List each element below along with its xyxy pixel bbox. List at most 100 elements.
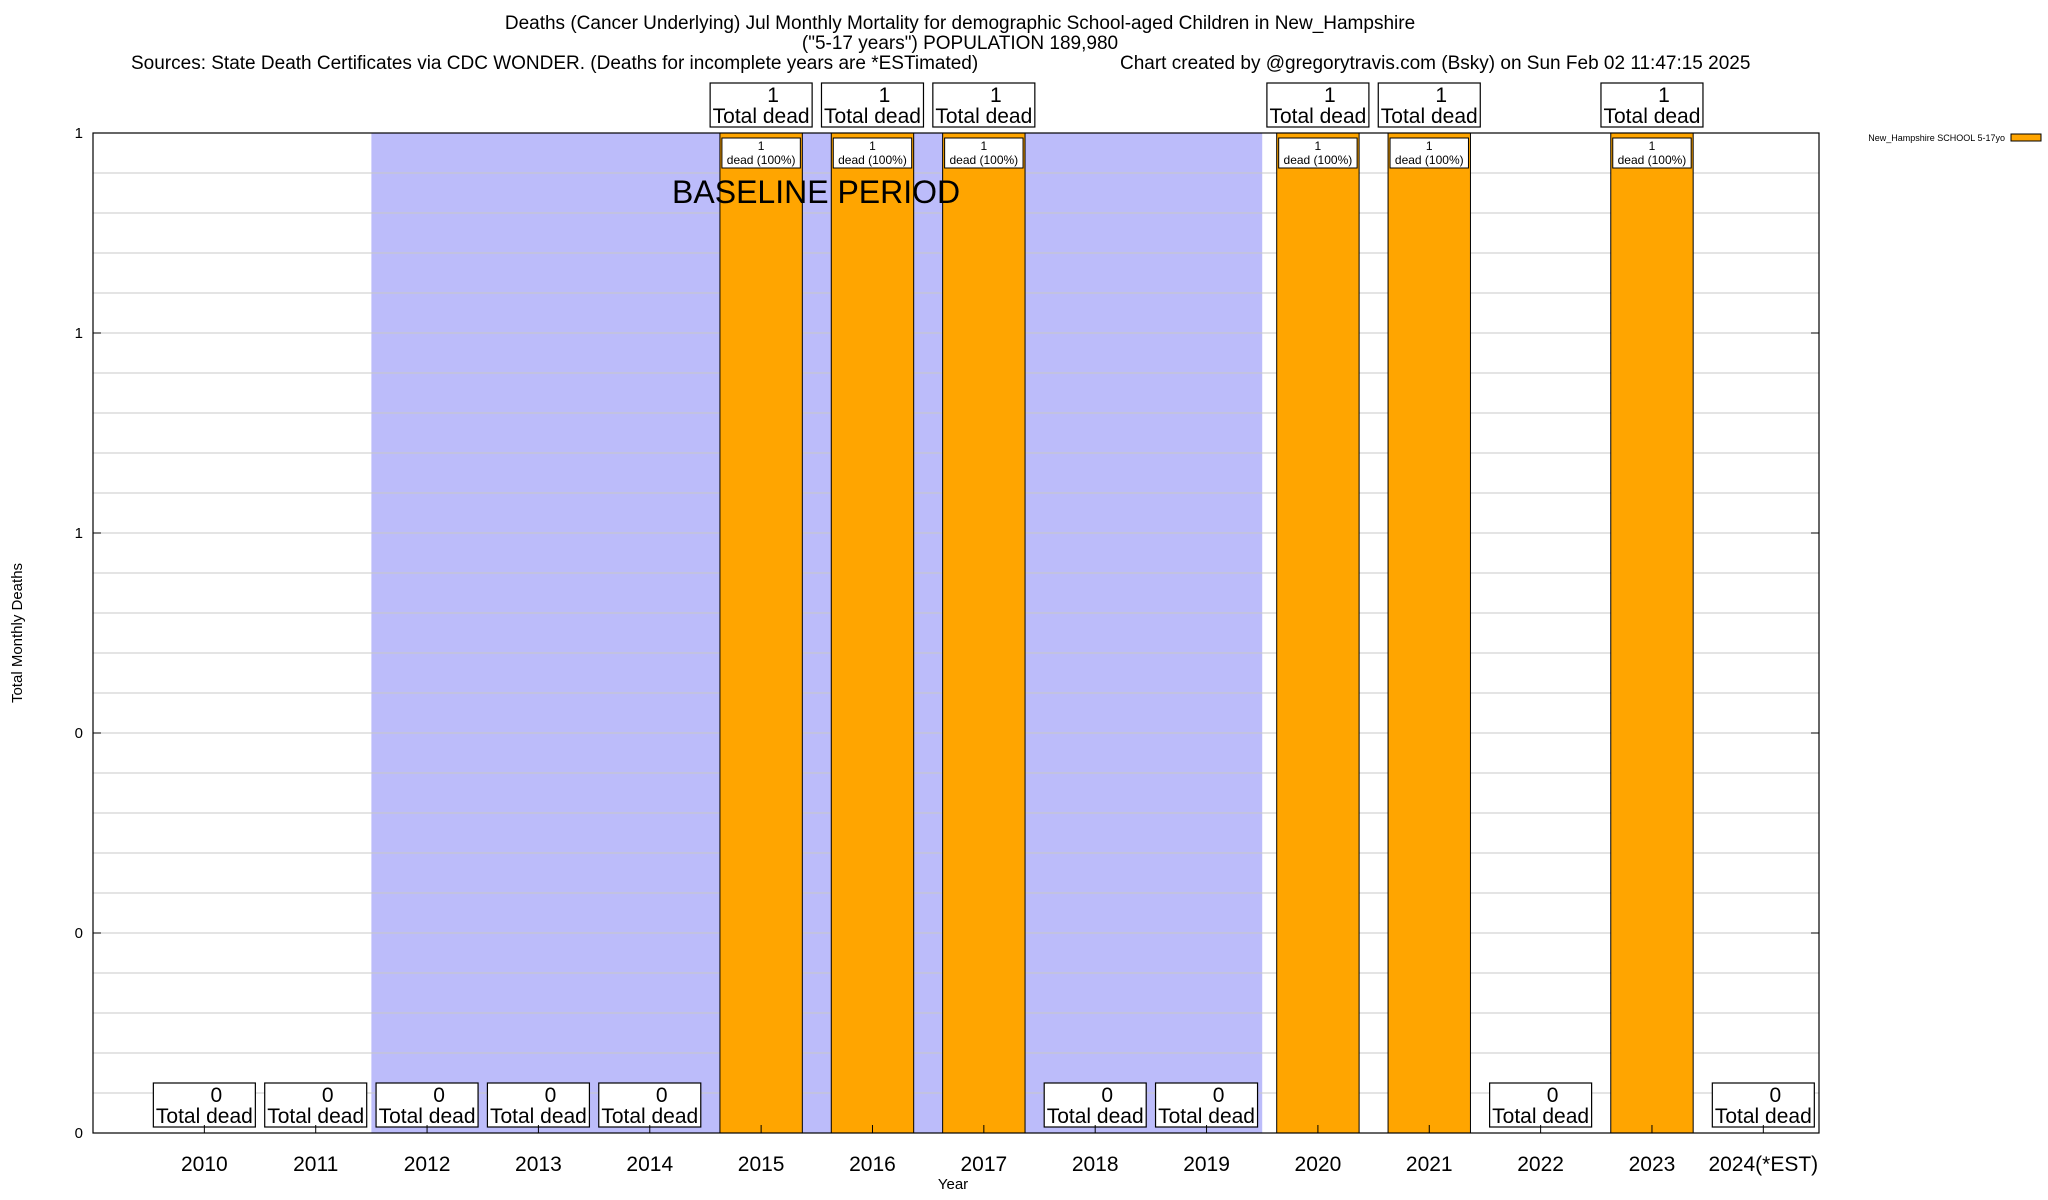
total-label-count: 0 [656, 1084, 668, 1107]
total-label-box [820, 82, 925, 128]
x-tick-label: 2020 [1295, 1153, 1342, 1176]
total-label-count: 0 [1547, 1084, 1559, 1107]
bar-2017 [942, 132, 1026, 1134]
total-label-caption: Total dead [1492, 1105, 1589, 1128]
bar-label-box [1278, 137, 1358, 169]
total-label-caption: Total dead [601, 1105, 698, 1128]
total-label-count: 0 [545, 1084, 557, 1107]
total-label-count: 1 [879, 84, 891, 107]
total-label-caption: Total dead [490, 1105, 587, 1128]
legend: New_Hampshire SCHOOL 5-17yo [1868, 133, 2042, 143]
total-label-box [1711, 1082, 1815, 1128]
total-label-caption: Total dead [1158, 1105, 1255, 1128]
bar-label-box [721, 137, 801, 169]
y-tick-label: 1 [75, 125, 83, 142]
total-label-box [1154, 1082, 1259, 1128]
total-label-count: 0 [433, 1084, 445, 1107]
total-label-caption: Total dead [379, 1105, 476, 1128]
total-label-box [1377, 82, 1481, 128]
bar-label-count: 1 [980, 139, 987, 153]
bar-2023 [1610, 132, 1694, 1134]
total-label-count: 1 [1324, 84, 1336, 107]
total-label-count: 0 [211, 1084, 223, 1107]
total-label-caption: Total dead [1381, 105, 1478, 128]
total-label-box [486, 1082, 591, 1128]
bar-label-box [832, 137, 913, 169]
bar-label-text: dead (100%) [727, 153, 796, 167]
total-label-box [1600, 82, 1704, 128]
total-label-count: 0 [1101, 1084, 1113, 1107]
total-label-caption: Total dead [267, 1105, 364, 1128]
bar-label-box [1389, 137, 1469, 169]
credit-note: Chart created by @gregorytravis.com (Bsk… [1120, 53, 1751, 74]
bar-2020 [1276, 132, 1360, 1134]
total-label-count: 1 [1658, 84, 1670, 107]
total-label-box [1266, 82, 1370, 128]
total-label-count: 0 [1769, 1084, 1781, 1107]
total-label-box [709, 82, 813, 128]
x-axis-label: Year [938, 1176, 968, 1193]
x-tick-label: 2011 [293, 1153, 338, 1176]
bar-label-text: dead (100%) [1618, 153, 1687, 167]
x-tick-label: 2016 [849, 1153, 896, 1176]
y-tick-label: 0 [75, 925, 83, 942]
legend-swatch [2010, 133, 2042, 142]
bar-label-count: 1 [758, 139, 765, 153]
total-label-box [264, 1082, 368, 1128]
bar-label-text: dead (100%) [1284, 153, 1353, 167]
bar-label-count: 1 [1426, 139, 1433, 153]
total-label-caption: Total dead [1269, 105, 1366, 128]
total-label-count: 1 [990, 84, 1002, 107]
bar-label-text: dead (100%) [1395, 153, 1464, 167]
bar-label-count: 1 [1649, 139, 1656, 153]
x-tick-label: 2013 [515, 1153, 562, 1176]
baseline-period-shading [371, 133, 1263, 1133]
bar-2015 [719, 132, 803, 1134]
total-label-count: 1 [767, 84, 779, 107]
x-tick-label: 2014 [626, 1153, 673, 1176]
bars [200, 132, 1767, 1134]
x-tick-label: 2010 [181, 1153, 228, 1176]
y-axis-label: Total Monthly Deaths [9, 563, 26, 703]
y-tick-label: 1 [75, 325, 83, 342]
total-label-caption: Total dead [156, 1105, 253, 1128]
x-tick-label: 2017 [960, 1153, 1007, 1176]
bar-label-count: 1 [1315, 139, 1322, 153]
x-tick-label: 2021 [1406, 1153, 1453, 1176]
total-label-caption: Total dead [1604, 105, 1701, 128]
baseline-period-label: BASELINE PERIOD [672, 174, 960, 210]
x-tick-label: 2018 [1072, 1153, 1119, 1176]
bar-label-box [1612, 137, 1692, 169]
legend-label: New_Hampshire SCHOOL 5-17yo [1868, 133, 2005, 143]
bar-label-count: 1 [869, 139, 876, 153]
total-label-box [598, 1082, 702, 1128]
total-label-count: 1 [1435, 84, 1447, 107]
bar-label-text: dead (100%) [838, 153, 907, 167]
y-tick-label: 0 [75, 725, 83, 742]
x-tick-label: 2019 [1183, 1153, 1230, 1176]
y-tick-label: 0 [75, 1125, 83, 1142]
x-tick-label: 2023 [1629, 1153, 1676, 1176]
total-label-box [375, 1082, 479, 1128]
chart-subtitle: ("5-17 years") POPULATION 189,980 [801, 33, 1119, 54]
total-label-box [932, 82, 1036, 128]
bar-label-text: dead (100%) [949, 153, 1018, 167]
total-label-caption: Total dead [1715, 1105, 1812, 1128]
total-label-caption: Total dead [713, 105, 810, 128]
total-label-count: 0 [1213, 1084, 1225, 1107]
chart-title: Deaths (Cancer Underlying) Jul Monthly M… [504, 13, 1416, 34]
total-label-caption: Total dead [1047, 1105, 1144, 1128]
baseline-shading-layer [371, 133, 1263, 1133]
x-tick-label: 2022 [1517, 1153, 1564, 1176]
bar-label-box [944, 137, 1024, 169]
plot-border [92, 132, 1820, 1134]
total-label-caption: Total dead [824, 105, 921, 128]
sources-note: Sources: State Death Certificates via CD… [131, 53, 979, 74]
x-tick-label: 2015 [738, 1153, 785, 1176]
total-label-box [152, 1082, 256, 1128]
bar-2021 [1387, 132, 1471, 1134]
bar-2016 [830, 132, 915, 1134]
y-tick-label: 1 [75, 525, 83, 542]
